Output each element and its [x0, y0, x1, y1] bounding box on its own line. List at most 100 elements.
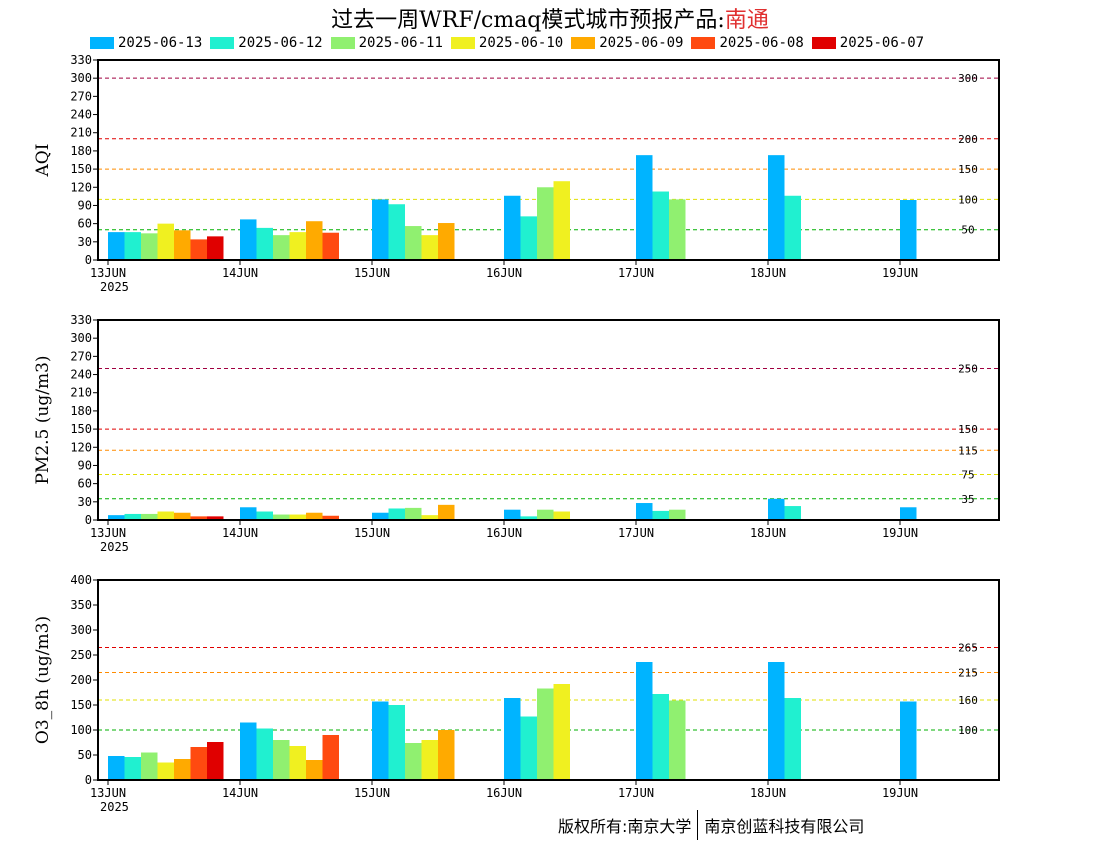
bar: [553, 511, 570, 520]
x-tick-label: 18JUN: [750, 266, 786, 280]
threshold-label: 100: [958, 724, 978, 737]
bar: [240, 507, 257, 520]
x-tick-label: 16JUN: [486, 526, 522, 540]
year-label: 2025: [100, 540, 129, 554]
legend-swatch: [811, 37, 836, 49]
bar: [306, 760, 323, 780]
x-tick-label: 19JUN: [882, 266, 918, 280]
y-tick-label: 90: [78, 458, 92, 472]
bar: [784, 195, 801, 260]
bar: [141, 513, 158, 520]
copyright-right: 南京创蓝科技有限公司: [704, 817, 865, 836]
year-label: 2025: [100, 280, 129, 294]
legend-label: 2025-06-12: [238, 35, 323, 51]
threshold-label: 115: [958, 444, 978, 457]
y-tick-label: 0: [85, 773, 92, 787]
y-tick-label: 200: [70, 673, 92, 687]
bar: [520, 516, 537, 520]
y-tick-label: 350: [70, 598, 92, 612]
legend-label: 2025-06-08: [719, 35, 804, 51]
bar: [289, 514, 306, 520]
y-tick-label: 0: [85, 253, 92, 267]
bar: [537, 509, 554, 520]
x-tick-label: 14JUN: [222, 526, 258, 540]
bar: [322, 735, 339, 780]
bar: [124, 513, 141, 520]
x-tick-label: 18JUN: [750, 786, 786, 800]
plot-frame: [97, 59, 1000, 261]
y-tick-label: 240: [70, 368, 92, 382]
legend: 2025-06-13 2025-06-12 2025-06-11 2025-06-10…: [90, 35, 932, 51]
x-tick-label: 17JUN: [618, 266, 654, 280]
bar: [652, 510, 669, 520]
y-tick-label: 300: [70, 623, 92, 637]
threshold-label: 160: [958, 694, 978, 707]
bar: [537, 688, 554, 780]
threshold-label: 300: [958, 72, 978, 85]
y-tick-label: 180: [70, 404, 92, 418]
bar: [289, 746, 306, 780]
x-tick-label: 19JUN: [882, 786, 918, 800]
bar: [900, 507, 917, 520]
threshold-label: 35: [961, 493, 974, 506]
bar: [256, 511, 273, 520]
legend-label: 2025-06-07: [839, 35, 925, 51]
bar: [108, 515, 125, 520]
legend-label: 2025-06-11: [358, 35, 443, 51]
x-tick-label: 17JUN: [618, 526, 654, 540]
y-tick-label: 50: [78, 748, 92, 762]
bar: [240, 219, 257, 260]
x-tick-label: 13JUN: [90, 526, 126, 540]
threshold-label: 200: [958, 133, 978, 146]
x-tick-label: 17JUN: [618, 786, 654, 800]
y-axis-label: AQI: [33, 144, 53, 178]
bar: [768, 155, 785, 260]
bar: [438, 504, 455, 520]
bar: [421, 740, 438, 780]
y-tick-label: 60: [78, 217, 92, 231]
bar: [520, 716, 537, 780]
legend-item: 2025-06-13: [90, 35, 202, 51]
bar: [372, 512, 389, 520]
y-tick-label: 210: [70, 126, 92, 140]
legend-swatch: [330, 37, 355, 49]
bar: [273, 740, 290, 780]
x-tick-label: 13JUN: [90, 786, 126, 800]
threshold-label: 215: [958, 667, 978, 680]
bar: [768, 662, 785, 780]
bar: [157, 511, 174, 520]
x-tick-label: 14JUN: [222, 266, 258, 280]
bar: [388, 204, 405, 260]
bar: [388, 508, 405, 520]
y-tick-label: 250: [70, 648, 92, 662]
y-tick-label: 150: [70, 162, 92, 176]
bar: [784, 506, 801, 520]
y-tick-label: 300: [70, 71, 92, 85]
legend-item: 2025-06-08: [691, 35, 804, 51]
bar: [372, 701, 389, 780]
x-tick-label: 15JUN: [354, 526, 390, 540]
bar: [190, 747, 207, 780]
bar: [504, 509, 521, 520]
y-tick-label: 330: [70, 313, 92, 327]
bar: [157, 762, 174, 780]
bar: [768, 498, 785, 520]
bar: [900, 200, 917, 260]
bar: [240, 722, 257, 780]
legend-swatch: [210, 37, 235, 49]
legend-swatch: [691, 37, 716, 49]
bar: [421, 235, 438, 260]
x-tick-label: 18JUN: [750, 526, 786, 540]
x-tick-label: 19JUN: [882, 526, 918, 540]
bar: [141, 752, 158, 780]
chart-panel: 35 75 115 150 250 0 30 60 90 120 150 180 210 240 270 30…: [33, 313, 1000, 554]
bar: [273, 235, 290, 260]
bar: [669, 199, 686, 260]
bar: [207, 742, 224, 780]
plot-frame: [97, 319, 1000, 521]
bar: [405, 743, 422, 780]
bar: [652, 694, 669, 780]
bar: [405, 507, 422, 520]
bar: [174, 759, 191, 780]
